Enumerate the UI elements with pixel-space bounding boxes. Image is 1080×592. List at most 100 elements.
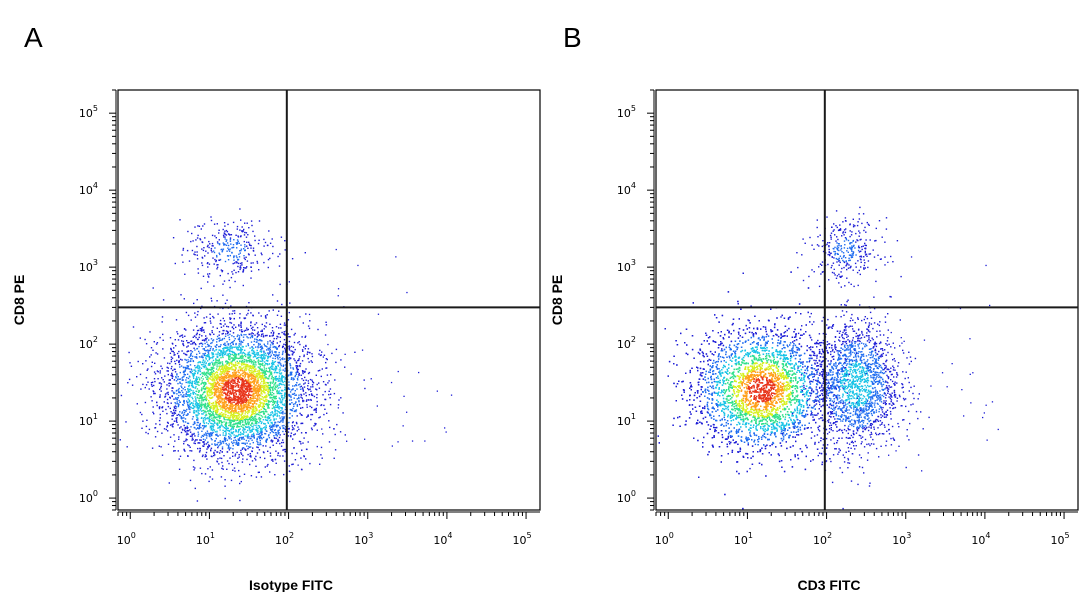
event-dot [256,418,258,421]
event-dot [256,446,258,448]
event-dot [248,411,250,413]
event-dot [201,382,203,384]
event-dot [200,394,202,396]
event-dot [198,405,201,407]
event-dot [217,313,219,315]
event-dot [222,403,224,406]
event-dot [242,393,244,395]
event-dot [246,386,248,388]
event-dot [250,360,252,362]
event-dot [273,435,275,437]
event-dot [267,370,269,373]
event-dot [238,346,241,348]
event-dot [238,429,240,431]
event-dot [242,387,244,389]
event-dot [181,359,183,361]
event-dot [226,381,228,384]
event-dot [182,391,184,394]
event-dot [171,387,173,389]
event-dot [189,355,192,357]
event-dot [304,348,306,350]
event-dot [280,420,282,423]
event-dot [243,382,245,384]
event-dot [203,322,206,324]
event-dot [212,378,214,380]
event-dot [233,439,235,442]
event-dot [258,404,261,407]
event-dot [216,444,218,446]
event-dot [178,390,180,393]
event-dot [153,371,156,373]
event-dot [305,345,307,347]
event-dot [257,394,260,396]
event-dot [172,369,174,372]
event-dot [217,351,219,353]
event-dot [228,358,230,360]
event-dot [268,390,270,393]
event-dot [177,450,179,452]
event-dot [246,445,248,447]
event-dot [208,363,210,365]
event-dot [251,332,253,334]
event-dot [247,360,249,362]
event-dot [224,377,226,379]
event-dot [281,407,283,409]
event-dot [119,439,121,441]
event-dot [310,398,312,401]
event-dot [319,354,322,357]
event-dot [272,414,274,417]
event-dot [215,377,217,380]
event-dot [211,380,214,382]
event-dot [205,451,208,454]
event-dot [242,454,244,457]
event-dot [226,451,229,453]
event-dot [217,435,219,437]
event-dot [310,386,312,388]
event-dot [276,404,279,407]
event-dot [284,451,286,453]
event-dot [269,350,271,352]
event-dot [237,404,239,407]
event-dot [190,358,192,360]
event-dot [257,398,259,401]
event-dot [246,442,248,444]
event-dot [182,421,185,423]
event-dot [203,406,205,408]
event-dot [186,408,188,411]
event-dot [171,390,173,392]
event-dot [218,358,220,360]
event-dot [255,407,257,409]
event-dot [253,353,256,356]
event-dot [233,401,236,403]
event-dot [234,338,236,340]
event-dot [240,385,242,387]
event-dot [150,347,153,349]
event-dot [268,310,270,312]
event-dot [208,419,210,421]
event-dot [308,361,310,363]
event-dot [254,412,257,414]
event-dot [249,463,251,466]
event-dot [188,445,190,447]
event-dot [235,383,237,385]
event-dot [248,392,250,394]
event-dot [225,344,227,346]
event-dot [249,420,252,422]
event-dot [225,423,227,426]
event-dot [210,450,212,452]
event-dot [167,430,169,432]
event-dot [178,468,181,470]
event-dot [233,411,235,413]
event-dot [263,388,265,390]
event-dot [259,354,261,356]
event-dot [221,390,223,392]
event-dot [269,397,271,399]
event-dot [235,396,237,399]
event-dot [294,459,297,461]
event-dot [275,400,277,403]
event-dot [195,383,197,386]
event-dot [229,368,231,370]
event-dot [335,361,337,364]
event-dot [277,407,279,409]
event-dot [266,364,269,366]
